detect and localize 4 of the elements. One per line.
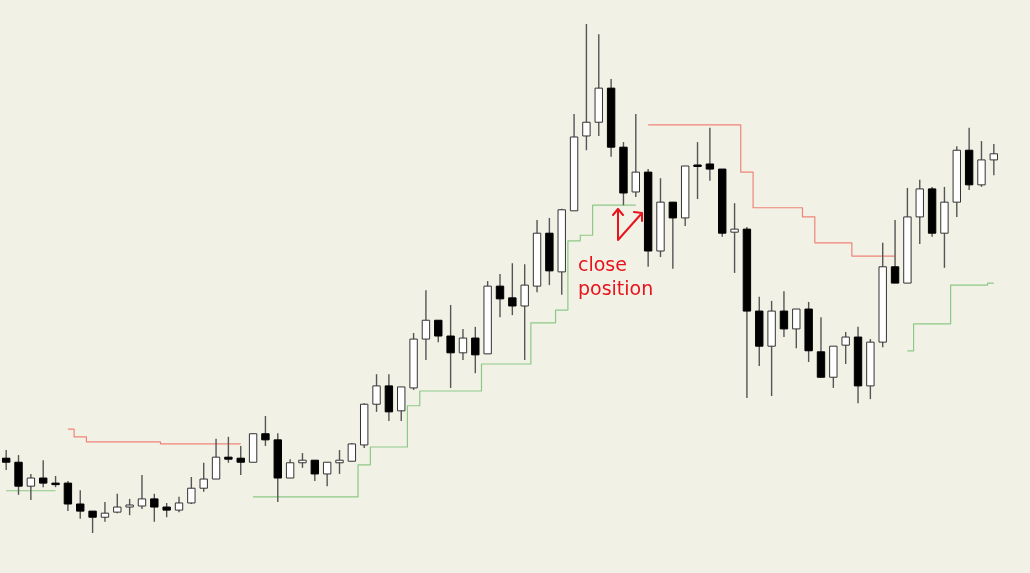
candlestick <box>150 493 159 523</box>
annotation: close position <box>578 252 655 300</box>
candlestick <box>14 454 23 496</box>
candlestick <box>372 373 381 413</box>
